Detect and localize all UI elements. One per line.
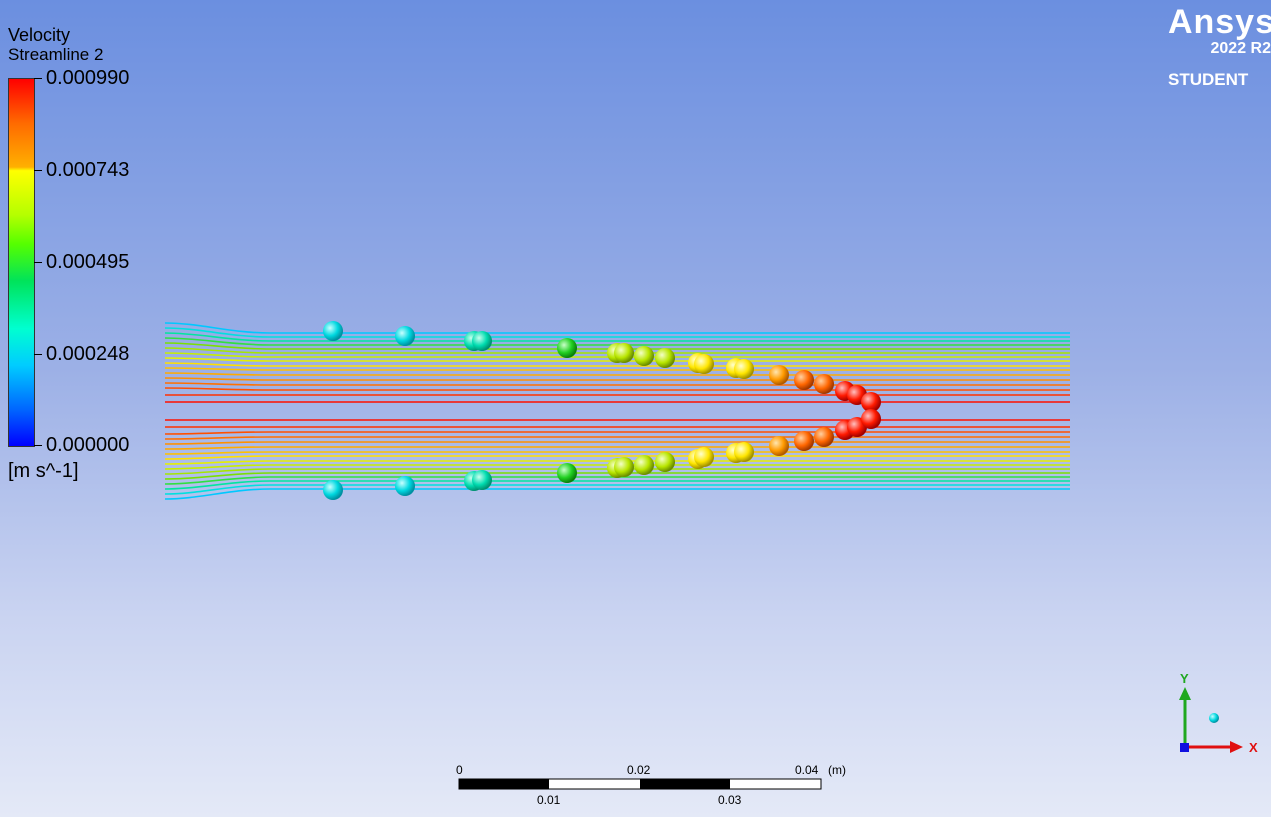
particle-marker (814, 374, 834, 394)
streamline (164, 382, 1070, 386)
streamline (164, 480, 1070, 490)
streamline (164, 476, 1070, 485)
particle-marker (614, 457, 634, 477)
particle-marker (557, 463, 577, 483)
legend-tick-label: 0.000248 (46, 343, 130, 365)
streamline (164, 347, 1070, 354)
particle-marker (395, 326, 415, 346)
particle-marker (694, 354, 714, 374)
particle-marker (472, 331, 492, 351)
scale-label: 0.02 (627, 763, 651, 777)
particle-marker (614, 343, 634, 363)
legend-tick-label: 0.000990 (46, 67, 130, 89)
legend-subtitle: Streamline 2 (8, 45, 104, 64)
streamline (164, 342, 1070, 350)
triad-y-label: Y (1180, 671, 1189, 686)
particle-marker (655, 348, 675, 368)
particle-marker (734, 359, 754, 379)
particle-marker (634, 455, 654, 475)
particle-marker (694, 447, 714, 467)
legend-tick-mark (34, 354, 42, 355)
particle-markers (323, 321, 881, 500)
particle-marker (794, 431, 814, 451)
streamline (164, 431, 1070, 435)
streamline (164, 327, 1070, 338)
streamline (164, 367, 1070, 371)
particle-marker (734, 442, 754, 462)
particle-marker (814, 427, 834, 447)
streamline (164, 436, 1070, 440)
student-edition-label: STUDENT (1168, 70, 1249, 89)
legend-tick-mark (34, 262, 42, 263)
streamline (164, 352, 1070, 358)
particle-marker (861, 392, 881, 412)
particle-marker (794, 370, 814, 390)
axis-triad[interactable] (1179, 687, 1243, 753)
logo-brand: Ansys (1167, 3, 1271, 41)
streamlines (164, 322, 1070, 500)
legend-tick-mark (34, 445, 42, 446)
streamline (164, 460, 1070, 465)
streamline (164, 377, 1070, 381)
ansys-logo: Ansys 2022 R2 (1168, 4, 1271, 58)
streamline (164, 322, 1070, 334)
scale-label: 0.03 (718, 793, 742, 807)
triad-x-label: X (1249, 740, 1258, 755)
streamline (164, 332, 1070, 342)
streamline (164, 468, 1070, 475)
legend-tick-mark (34, 78, 42, 79)
particle-marker (861, 409, 881, 429)
streamline (164, 446, 1070, 450)
streamline (164, 441, 1070, 445)
streamline (164, 488, 1070, 500)
streamline (164, 455, 1070, 460)
particle-marker (769, 436, 789, 456)
particle-marker (655, 452, 675, 472)
particle-marker (634, 346, 654, 366)
particle-marker (472, 470, 492, 490)
logo-version: 2022 R2 (1210, 40, 1271, 57)
scale-label: 0.04 (795, 763, 819, 777)
color-legend-bar[interactable] (8, 78, 35, 447)
streamline (164, 451, 1070, 455)
legend-tick-label: 0.000000 (46, 434, 130, 456)
particle-marker (557, 338, 577, 358)
legend-units: [m s^-1] (8, 460, 79, 482)
legend-tick-label: 0.000743 (46, 159, 130, 181)
legend-title: Velocity (8, 25, 71, 45)
particle-marker (769, 365, 789, 385)
legend-tick-label: 0.000495 (46, 251, 130, 273)
streamline (164, 372, 1070, 376)
streamline (164, 484, 1070, 495)
scale-label: 0.01 (537, 793, 561, 807)
streamline (164, 472, 1070, 480)
particle-marker (323, 321, 343, 341)
streamline (164, 337, 1070, 346)
streamline (164, 362, 1070, 367)
streamline (164, 387, 1070, 391)
scale-unit: (m) (828, 763, 846, 777)
streamline (164, 464, 1070, 470)
scale-label: 0 (456, 763, 463, 777)
scale-bar (458, 778, 822, 790)
legend-tick-mark (34, 170, 42, 171)
particle-marker (323, 480, 343, 500)
particle-marker (395, 476, 415, 496)
streamline (164, 357, 1070, 362)
